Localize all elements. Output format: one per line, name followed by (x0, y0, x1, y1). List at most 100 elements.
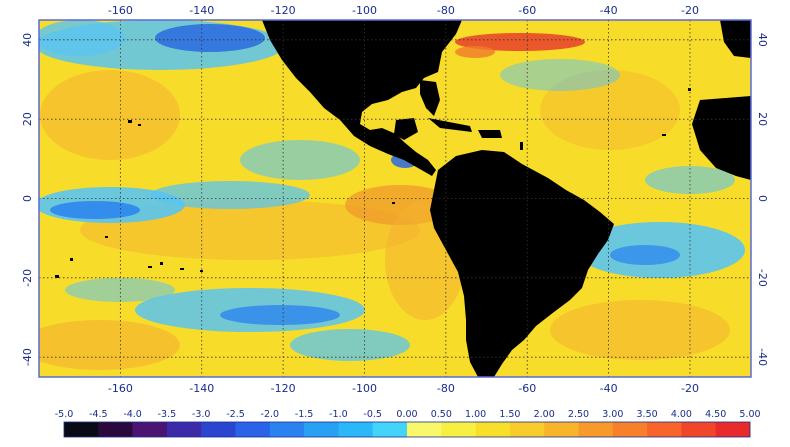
south-america (430, 150, 614, 377)
colorbar-swatch (235, 422, 271, 437)
latitude-labels-right: 40 20 0 -20 -40 (756, 33, 769, 366)
longitude-labels-top: -160 -140 -120 -100 -80 -60 -40 -20 (108, 4, 699, 17)
cold-region (610, 245, 680, 265)
colorbar-label: 1.00 (465, 409, 486, 420)
colorbar-swatch (304, 422, 339, 437)
colorbar-label: 2.00 (534, 409, 555, 420)
colorbar-label: 2.50 (568, 409, 589, 420)
florida (420, 80, 440, 116)
hot-region (455, 46, 495, 58)
lon-label-top: -40 (600, 4, 618, 17)
warm-region (550, 300, 730, 360)
hot-region (455, 33, 585, 51)
lon-label-top: -120 (271, 4, 296, 17)
lat-label-right: 0 (756, 195, 769, 202)
colorbar-label: -4.5 (89, 409, 108, 420)
colorbar-swatch (64, 422, 99, 437)
lon-label-bottom: -20 (681, 382, 699, 395)
colorbar-label: -1.0 (329, 409, 348, 420)
colorbar-label: 3.00 (602, 409, 623, 420)
lat-label-left: 0 (21, 195, 34, 202)
lat-label-right: 40 (756, 33, 769, 47)
cool-region (65, 278, 175, 302)
lon-label-top: -80 (437, 4, 455, 17)
colorbar-label: -5.0 (55, 409, 74, 420)
cold-region (155, 24, 265, 52)
lon-label-top: -60 (518, 4, 536, 17)
colorbar-label: 5.00 (739, 409, 760, 420)
lon-label-top: -20 (681, 4, 699, 17)
lon-label-bottom: -140 (189, 382, 214, 395)
lat-label-left: -40 (21, 348, 34, 366)
lat-label-left: 40 (21, 33, 34, 47)
colorbar-label: 0.00 (396, 409, 417, 420)
colorbar-label: -3.0 (192, 409, 211, 420)
colorbar-swatch (407, 422, 442, 437)
colorbar-label: 1.50 (499, 409, 520, 420)
cool-region (150, 181, 310, 209)
colorbar-swatch (612, 422, 648, 437)
colorbar-label: -0.5 (363, 409, 382, 420)
graticule (39, 20, 751, 377)
colorbar-swatch (647, 422, 682, 437)
cuba (428, 118, 472, 132)
colorbar-swatch (166, 422, 202, 437)
colorbar-swatch (715, 422, 751, 437)
colorbar-label: -1.5 (295, 409, 314, 420)
land (262, 20, 751, 377)
colorbar-swatch (201, 422, 236, 437)
lon-label-bottom: -80 (437, 382, 455, 395)
africa (692, 96, 751, 180)
lon-label-bottom: -40 (600, 382, 618, 395)
cold-region (50, 201, 140, 219)
lat-label-left: -20 (21, 269, 34, 287)
lat-label-right: 20 (756, 112, 769, 126)
latitude-labels-left: 40 20 0 -20 -40 (21, 33, 34, 366)
hispaniola (478, 130, 502, 138)
cool-region (290, 329, 410, 361)
colorbar-label: 0.50 (431, 409, 452, 420)
colorbar-swatch (372, 422, 408, 437)
colorbar-swatch (98, 422, 133, 437)
colorbar-swatch (338, 422, 373, 437)
colorbar-swatch (132, 422, 168, 437)
lat-label-right: -20 (756, 269, 769, 287)
lat-label-left: 20 (21, 112, 34, 126)
colorbar-label: 4.00 (671, 409, 692, 420)
colorbar-border (63, 421, 751, 438)
colorbar (63, 421, 751, 438)
warm-region (40, 70, 180, 160)
cool-region (39, 20, 125, 56)
lon-label-top: -160 (108, 4, 133, 17)
map-frame (38, 19, 752, 378)
longitude-labels-bottom: -160 -140 -120 -100 -80 -60 -40 -20 (108, 382, 699, 395)
colorbar-label: -2.5 (226, 409, 245, 420)
cool-region (240, 140, 360, 180)
cold-region (220, 305, 340, 325)
colorbar-swatch (578, 422, 614, 437)
colorbar-swatch (681, 422, 716, 437)
lon-label-top: -100 (352, 4, 377, 17)
lon-label-bottom: -160 (108, 382, 133, 395)
land-speckles (55, 88, 691, 278)
colorbar-swatch (509, 422, 545, 437)
lon-label-bottom: -100 (352, 382, 377, 395)
lon-label-bottom: -120 (271, 382, 296, 395)
colorbar-label: -4.0 (123, 409, 142, 420)
cool-region (500, 59, 620, 91)
colorbar-swatch (475, 422, 511, 437)
lon-label-bottom: -60 (518, 382, 536, 395)
yucatan (394, 118, 418, 140)
colorbar-label: -2.0 (261, 409, 280, 420)
colorbar-swatch (544, 422, 579, 437)
colorbar-labels: -5.0 -4.5 -4.0 -3.5 -3.0 -2.5 -2.0 -1.5 -1.0 -0.5… (55, 409, 761, 420)
greenland (720, 20, 751, 58)
warm-region (39, 320, 180, 370)
lon-label-top: -140 (189, 4, 214, 17)
colorbar-swatch (441, 422, 476, 437)
lat-label-right: -40 (756, 348, 769, 366)
colorbar-label: -3.5 (158, 409, 177, 420)
colorbar-swatch (269, 422, 305, 437)
colorbar-label: 3.50 (637, 409, 658, 420)
